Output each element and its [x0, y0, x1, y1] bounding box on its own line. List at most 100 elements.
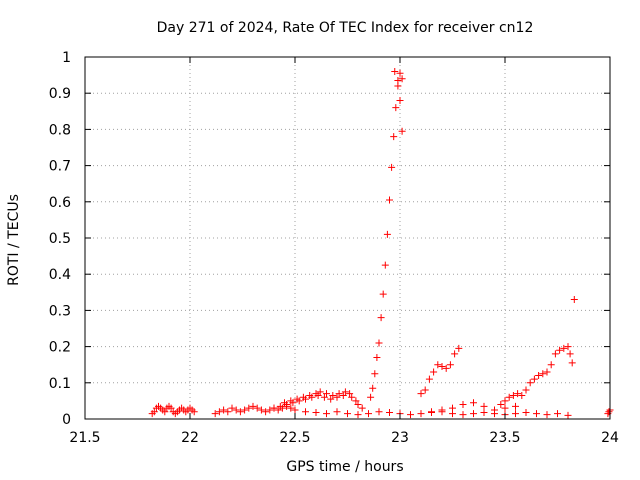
- ticks: 21.5 22 22.5 23 23.5 24 0 0.1 0.2 0.3 0.4 0.5 0.6 0.7…: [49, 50, 619, 446]
- data-point: [249, 402, 257, 410]
- data-point: [383, 230, 391, 238]
- data-point: [428, 408, 435, 416]
- data-point: [539, 370, 547, 378]
- data-point: [150, 408, 158, 416]
- data-point: [398, 75, 406, 83]
- data-point: [232, 406, 240, 414]
- data-point: [390, 133, 398, 141]
- data-point: [354, 401, 362, 409]
- data-point: [262, 408, 270, 416]
- data-point: [352, 397, 360, 405]
- data-point: [323, 390, 330, 398]
- series-background-cluster-a: [148, 402, 198, 418]
- series-spike: [367, 69, 406, 401]
- y-tick-label: 0.5: [49, 231, 71, 247]
- data-point: [386, 196, 393, 204]
- x-tick-label: 23.5: [489, 430, 520, 446]
- y-tick-label: 0: [62, 412, 71, 428]
- data-point: [386, 408, 393, 416]
- data-point: [257, 406, 265, 414]
- data-point: [379, 290, 387, 298]
- data-point: [270, 404, 278, 412]
- x-tick-label: 24: [601, 430, 619, 446]
- x-tick-label: 22: [181, 430, 199, 446]
- data-point: [323, 410, 330, 418]
- data-point: [438, 406, 446, 414]
- y-axis-label: ROTI / TECUs: [6, 194, 22, 286]
- data-point: [564, 411, 572, 419]
- data-point: [512, 402, 519, 410]
- data-point: [497, 401, 505, 409]
- data-point: [568, 359, 576, 367]
- data-point: [425, 375, 433, 383]
- data-point: [161, 408, 169, 416]
- data-point: [530, 375, 538, 383]
- data-point: [446, 361, 454, 369]
- data-point: [501, 404, 509, 412]
- data-point: [442, 364, 450, 372]
- y-tick-label: 0.8: [49, 122, 71, 138]
- data-point: [358, 404, 366, 412]
- data-point: [566, 350, 574, 358]
- data-point: [417, 410, 425, 418]
- data-point: [346, 390, 354, 398]
- data-point: [299, 393, 307, 401]
- data-point: [396, 69, 404, 77]
- data-point: [354, 411, 362, 419]
- data-point: [281, 399, 288, 407]
- data-point: [459, 401, 467, 409]
- data-point: [287, 397, 295, 405]
- data-point: [211, 410, 219, 418]
- y-tick-label: 0.6: [49, 195, 71, 211]
- grid: [85, 57, 610, 419]
- y-tick-label: 1: [62, 50, 71, 66]
- y-tick-label: 0.4: [49, 267, 71, 283]
- data-point: [526, 379, 534, 387]
- data-point: [522, 386, 530, 394]
- data-point: [335, 390, 343, 398]
- data-point: [341, 388, 349, 396]
- data-point: [167, 404, 175, 412]
- data-point: [451, 350, 459, 358]
- data-point: [369, 384, 377, 392]
- series-rise-late: [497, 296, 578, 409]
- data-point: [438, 363, 446, 371]
- data-point: [556, 346, 564, 354]
- data-point: [241, 406, 249, 414]
- data-point: [480, 402, 488, 410]
- data-point: [245, 404, 253, 412]
- data-point: [228, 404, 236, 412]
- data-point: [509, 391, 517, 399]
- data-point: [306, 391, 314, 399]
- data-point: [320, 393, 328, 401]
- data-point: [333, 393, 341, 401]
- x-axis-label: GPS time / hours: [286, 459, 403, 475]
- y-tick-label: 0.9: [49, 86, 71, 102]
- data-point: [388, 163, 396, 171]
- data-point: [455, 344, 463, 352]
- scatter-points: [148, 67, 614, 419]
- data-point: [430, 368, 438, 376]
- y-tick-label: 0.2: [49, 340, 71, 356]
- data-point: [480, 408, 488, 416]
- data-point: [329, 391, 337, 399]
- data-point: [512, 410, 519, 418]
- data-point: [391, 67, 399, 75]
- data-point: [421, 386, 429, 394]
- data-point: [190, 408, 198, 416]
- data-point: [535, 372, 543, 380]
- data-point: [605, 408, 613, 416]
- data-point: [470, 399, 477, 407]
- chart-title: Day 271 of 2024, Rate Of TEC Index for r…: [157, 20, 534, 36]
- x-tick-label: 21.5: [69, 430, 100, 446]
- data-point: [377, 314, 385, 322]
- data-point: [407, 411, 414, 419]
- data-point: [396, 96, 404, 104]
- data-point: [224, 408, 232, 416]
- data-point: [543, 411, 551, 419]
- data-point: [564, 343, 572, 351]
- data-point: [518, 391, 526, 399]
- data-point: [417, 390, 425, 398]
- data-point: [533, 410, 540, 418]
